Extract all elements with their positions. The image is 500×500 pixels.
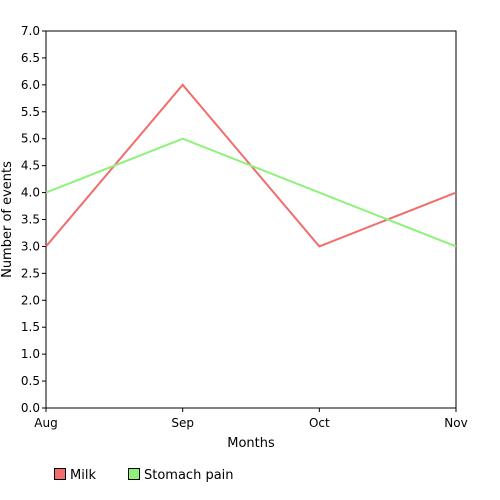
x-axis-title: Months <box>227 436 275 451</box>
legend-label-milk: Milk <box>70 468 96 483</box>
y-tick-label: 3.5 <box>21 213 40 227</box>
x-axis-ticks: Aug Sep Oct Nov <box>34 408 468 430</box>
y-tick-label: 5.0 <box>21 132 40 146</box>
y-tick-label: 6.0 <box>21 78 40 92</box>
y-tick-label: 2.0 <box>21 293 40 307</box>
legend-swatch-stomach-pain <box>128 468 140 480</box>
y-tick-label: 2.5 <box>21 266 40 280</box>
x-tick-label: Oct <box>309 416 330 430</box>
series-line-stomach-pain <box>45 137 457 248</box>
y-tick-label: 7.0 <box>21 24 40 38</box>
y-tick-label: 4.5 <box>21 159 40 173</box>
y-tick-label: 3.0 <box>21 239 40 253</box>
y-tick-label: 1.0 <box>21 347 40 361</box>
y-tick-label: 1.5 <box>21 320 40 334</box>
y-axis-ticks: 0.0 0.5 1.0 1.5 2.0 2.5 3.0 3.5 4.0 4.5 5.0 5.5 6.0 6… <box>21 24 46 415</box>
x-tick-label: Aug <box>34 416 57 430</box>
legend-label-stomach-pain: Stomach pain <box>144 468 234 483</box>
x-tick-label: Sep <box>171 416 194 430</box>
series-lines <box>45 83 457 248</box>
y-tick-label: 6.5 <box>21 51 40 65</box>
legend: Milk Stomach pain <box>54 468 234 483</box>
x-tick-label: Nov <box>444 416 467 430</box>
y-tick-label: 0.0 <box>21 401 40 415</box>
y-axis-title: Number of events <box>0 161 15 278</box>
y-tick-label: 0.5 <box>21 374 40 388</box>
y-tick-label: 5.5 <box>21 105 40 119</box>
legend-swatch-milk <box>54 468 66 480</box>
plot-area <box>45 30 457 409</box>
y-tick-label: 4.0 <box>21 186 40 200</box>
